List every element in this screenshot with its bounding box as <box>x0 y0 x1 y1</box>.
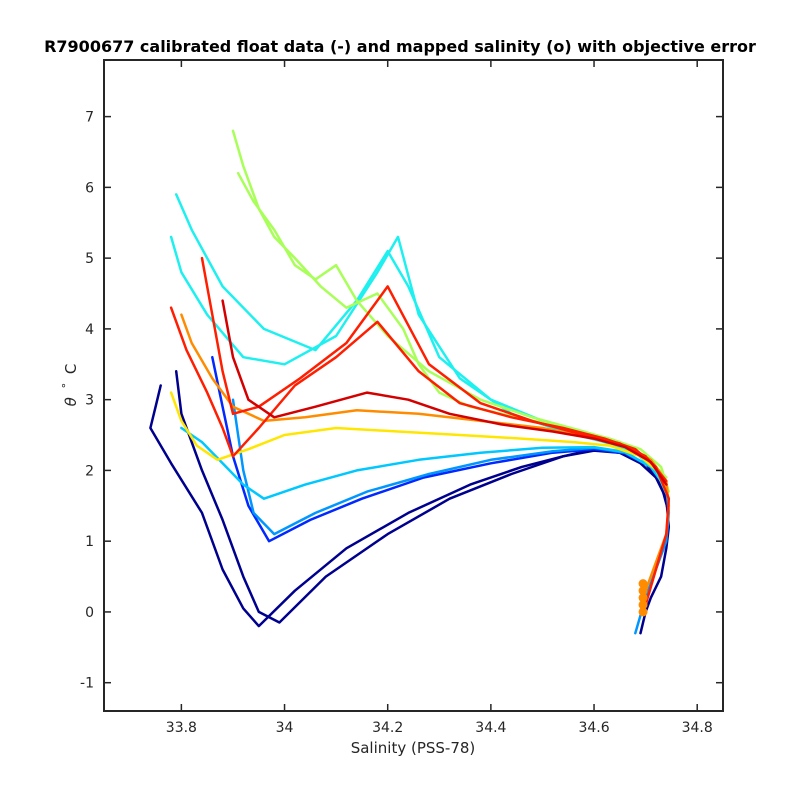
x-tick-label-1: 33.8 <box>166 720 197 736</box>
mapped-salinity-marker-5 <box>638 579 648 589</box>
x-tick-label-5: 34.6 <box>578 720 609 736</box>
series-line-5 <box>180 426 668 500</box>
series-line-14 <box>221 299 668 486</box>
y-tick-label-4: 2 <box>85 463 94 479</box>
x-tick-label-3: 34.2 <box>372 720 403 736</box>
y-tick-label-7: 5 <box>85 251 94 267</box>
y-tick-label-5: 3 <box>85 393 94 409</box>
y-tick-label-8: 6 <box>85 180 94 196</box>
plot-area <box>103 59 724 712</box>
y-axis-label-degree: ° <box>60 383 73 389</box>
series-line-4 <box>231 398 671 635</box>
marker-layer <box>638 579 648 617</box>
series-line-6 <box>169 235 671 500</box>
axes-frame <box>103 59 724 712</box>
y-axis-label: θ ° C <box>56 364 80 407</box>
y-axis-label-theta: θ <box>62 397 80 406</box>
x-axis-ticks: 33.8 34 34.2 34.4 34.6 34.8 <box>166 60 713 736</box>
series-line-13 <box>200 256 668 483</box>
x-tick-label-4: 34.4 <box>475 720 506 736</box>
x-axis-label: Salinity (PSS-78) <box>351 739 476 757</box>
y-tick-label-9: 7 <box>85 110 94 126</box>
svg-text:θ ° C: θ ° C <box>56 364 80 407</box>
chart-title: R7900677 calibrated float data (-) and m… <box>44 37 756 56</box>
y-tick-label-1: -1 <box>80 676 94 692</box>
series-line-10 <box>169 391 671 500</box>
x-tick-label-6: 34.8 <box>682 720 713 736</box>
series-line-12 <box>169 306 671 607</box>
y-axis-ticks: -1 0 1 2 3 4 5 6 7 <box>80 110 723 692</box>
series-layer <box>149 129 671 635</box>
y-axis-label-unit: C <box>62 364 80 374</box>
axes-background <box>104 60 723 711</box>
series-line-1 <box>149 384 671 635</box>
y-tick-label-3: 1 <box>85 534 94 550</box>
y-tick-label-6: 4 <box>85 322 94 338</box>
x-tick-label-2: 34 <box>276 720 294 736</box>
y-tick-label-2: 0 <box>85 605 94 621</box>
